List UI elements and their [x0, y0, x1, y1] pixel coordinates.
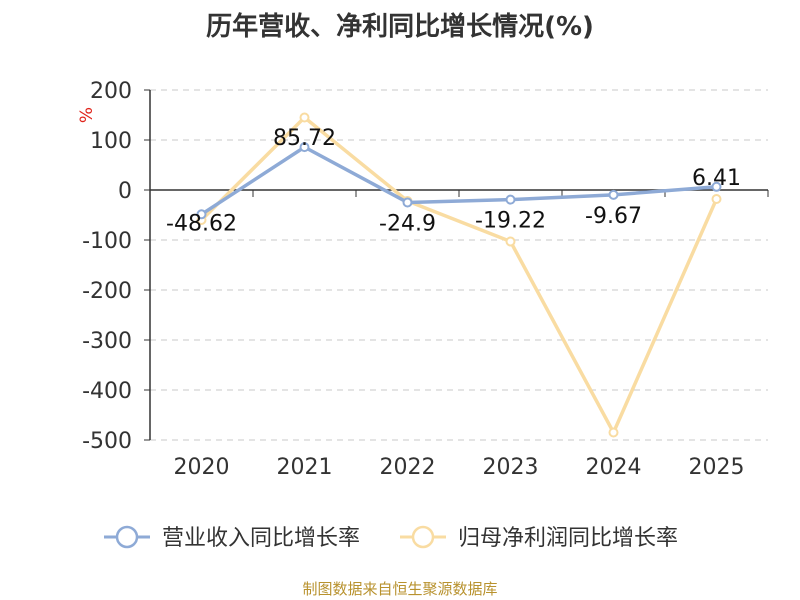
series-point-2	[505, 236, 516, 247]
y-tick-label: -500	[82, 429, 132, 454]
y-tick-label: 0	[118, 179, 132, 204]
x-tick-label: 2021	[277, 455, 333, 480]
y-tick-label: -200	[82, 279, 132, 304]
series-line-1	[200, 145, 717, 216]
x-tick-label: 2023	[483, 455, 539, 480]
series-point-1	[711, 181, 722, 192]
data-label: -48.62	[166, 211, 237, 236]
x-tick-label: 2020	[174, 455, 230, 480]
grid-lines	[150, 89, 768, 441]
y-tick-label: -100	[82, 229, 132, 254]
y-tick-label: -400	[82, 379, 132, 404]
data-label: 85.72	[273, 126, 336, 151]
legend-label-1: 营业收入同比增长率	[162, 526, 360, 551]
series-point-2	[711, 194, 722, 204]
data-label: -24.9	[379, 211, 436, 236]
series-point-1	[299, 142, 310, 153]
chart-title: 历年营收、净利同比增长情况(%)	[206, 12, 594, 42]
data-label: 6.41	[692, 166, 741, 191]
y-tick-label: 200	[90, 79, 132, 104]
legend-label-2: 归母净利润同比增长率	[458, 526, 678, 551]
y-axis-label: %	[77, 107, 97, 123]
legend: 营业收入同比增长率 归母净利润同比增长率	[104, 525, 678, 551]
x-tick-label: 2025	[689, 455, 745, 480]
legend-marker-1	[115, 525, 139, 549]
series-point-1	[196, 209, 207, 220]
series-point-1	[505, 194, 516, 205]
series-line-2	[200, 115, 719, 435]
axes: 200 100 0 -100 -200 -300 -400 -500% 2020 2021 2022…	[77, 79, 769, 480]
y-tick-label: -300	[82, 329, 132, 354]
data-label: -19.22	[475, 209, 546, 234]
data-label: -9.67	[585, 204, 642, 229]
legend-marker-2	[411, 525, 435, 549]
source-note: 制图数据来自恒生聚源数据库	[302, 580, 498, 598]
series-point-2	[299, 112, 310, 123]
series-point-2	[608, 427, 619, 438]
x-tick-label: 2022	[380, 455, 436, 480]
series-point-1	[402, 197, 413, 208]
data-labels: -48.62 85.72 -24.9 -19.22 -9.67 6.41	[166, 126, 741, 236]
y-tick-label: 100	[90, 129, 132, 154]
series-layer	[196, 112, 722, 438]
x-tick-label: 2024	[586, 455, 642, 480]
series-point-1	[608, 189, 619, 200]
